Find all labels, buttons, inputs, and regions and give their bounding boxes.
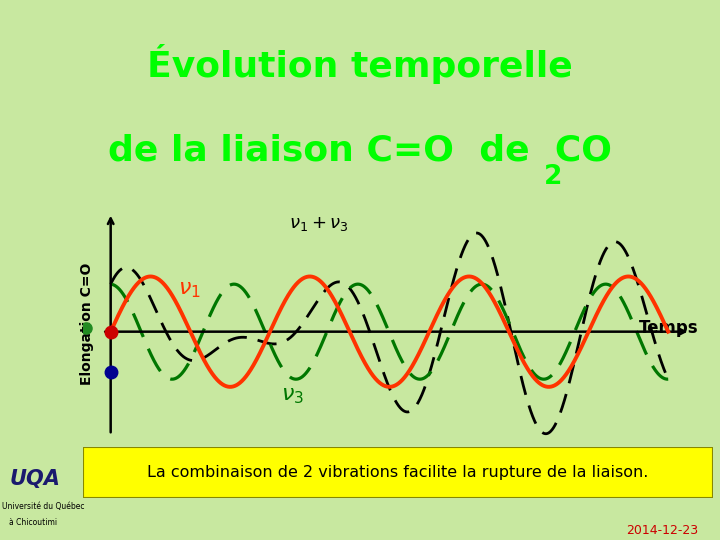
Text: Évolution temporelle: Évolution temporelle <box>147 44 573 84</box>
Text: 2: 2 <box>544 164 562 190</box>
Text: UQA: UQA <box>9 469 60 489</box>
Text: Université du Québec: Université du Québec <box>2 502 85 511</box>
Text: $\nu_1$: $\nu_1$ <box>178 280 200 300</box>
Text: 2014-12-23: 2014-12-23 <box>626 524 698 537</box>
Text: La combinaison de 2 vibrations facilite la rupture de la liaison.: La combinaison de 2 vibrations facilite … <box>147 465 649 480</box>
Text: Temps: Temps <box>639 319 699 337</box>
Text: $\nu_1 + \nu_3$: $\nu_1 + \nu_3$ <box>289 215 348 233</box>
Text: Elongation C=O: Elongation C=O <box>80 263 94 385</box>
Text: $\nu_3$: $\nu_3$ <box>281 386 304 406</box>
Text: de la liaison C=O  de  CO: de la liaison C=O de CO <box>108 134 612 167</box>
Text: à Chicoutimi: à Chicoutimi <box>9 517 58 526</box>
